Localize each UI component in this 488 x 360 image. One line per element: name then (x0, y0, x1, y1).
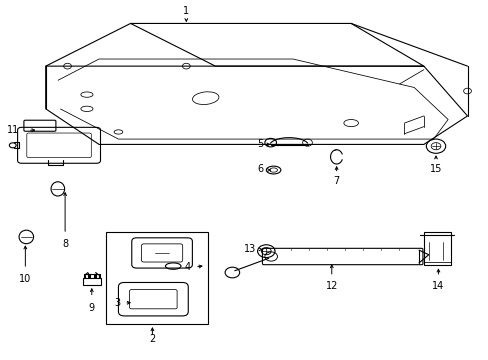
Text: 4: 4 (184, 262, 191, 272)
Text: 3: 3 (115, 298, 121, 308)
Bar (106, 231, 208, 324)
Text: 15: 15 (429, 164, 441, 174)
Text: 10: 10 (19, 274, 31, 284)
Text: 1: 1 (183, 6, 189, 16)
Text: 2: 2 (149, 334, 155, 345)
Text: 11: 11 (7, 125, 19, 135)
Text: 8: 8 (62, 239, 68, 249)
Text: 14: 14 (431, 282, 444, 291)
Text: 5: 5 (257, 139, 264, 149)
Text: 7: 7 (333, 176, 339, 186)
Text: 9: 9 (88, 303, 95, 313)
Text: 13: 13 (244, 244, 256, 255)
Text: 12: 12 (325, 282, 337, 291)
Text: 6: 6 (257, 164, 264, 174)
